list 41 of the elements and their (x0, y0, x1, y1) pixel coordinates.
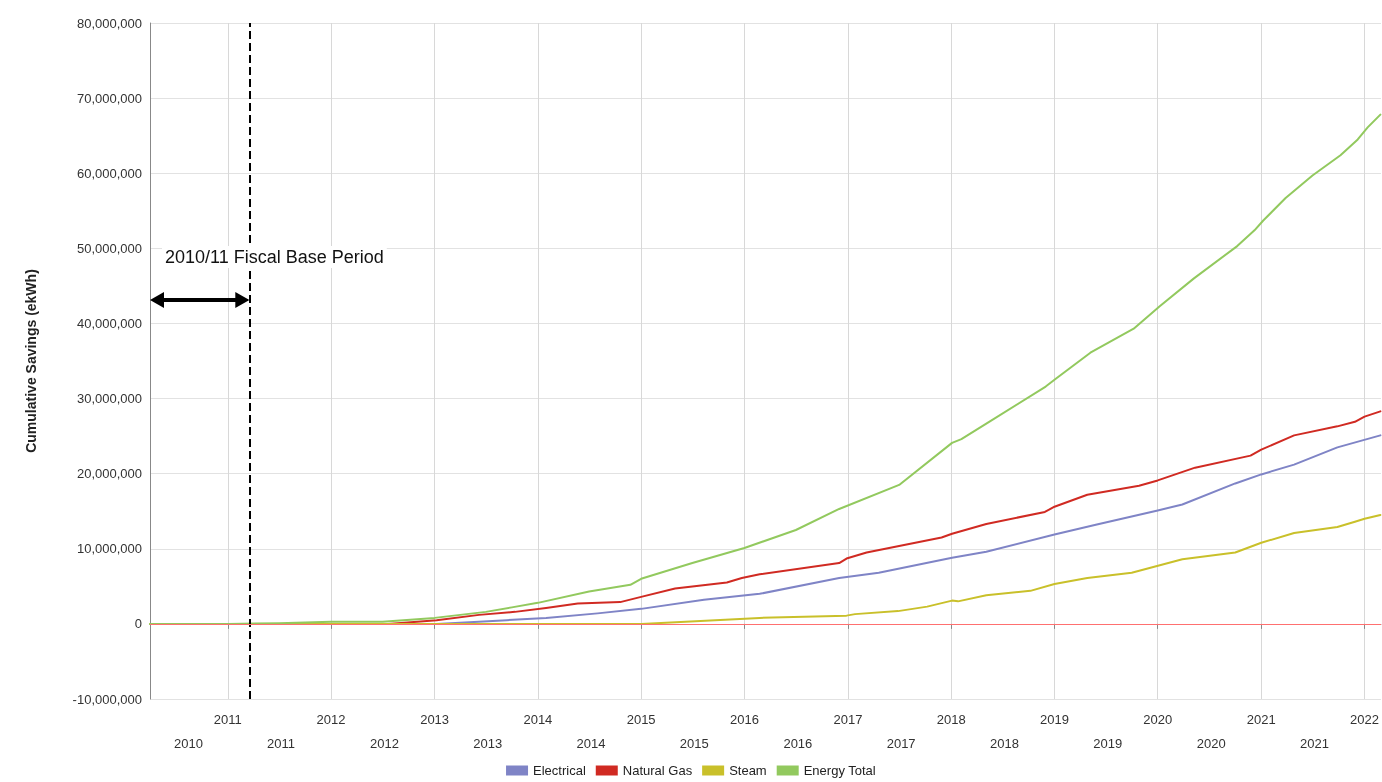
x-tick-label: 2012 (316, 712, 346, 727)
y-axis-title: Cumulative Savings (ekWh) (23, 269, 39, 453)
x2-tick-label: 2012 (370, 736, 399, 751)
x2-tick-label: 2016 (783, 736, 813, 751)
legend-label: Steam (729, 763, 767, 778)
legend-label: Energy Total (803, 763, 876, 778)
x2-tick-label: 2015 (679, 736, 709, 751)
legend-label: Natural Gas (622, 763, 693, 778)
annotation: 2010/11 Fiscal Base Period (165, 247, 384, 268)
x2-tick-label: 2021 (1300, 736, 1329, 751)
x-tick-label: 2011 (213, 712, 242, 727)
x2-tick-label: 2010 (174, 736, 203, 751)
x2-tick-label: 2011 (267, 736, 295, 751)
y-tick-label: 30,000,000 (76, 391, 142, 407)
x-tick-label: 2021 (1246, 712, 1276, 727)
x2-tick-label: 2013 (473, 736, 503, 751)
y-tick-label: 70,000,000 (76, 90, 142, 106)
x-tick-label: 2014 (523, 712, 553, 727)
x-tick-label: 2019 (1040, 712, 1069, 727)
y-tick-label: 10,000,000 (76, 541, 142, 557)
x-tick-label: 2020 (1143, 712, 1173, 727)
x-tick-label: 2017 (833, 712, 863, 727)
line-series (149, 113, 1382, 625)
x2-tick-label: 2020 (1196, 736, 1226, 751)
y-tick-label: 50,000,000 (76, 240, 142, 256)
x-tick-label: 2022 (1350, 712, 1379, 727)
x-tick-label: 2013 (420, 712, 450, 727)
x-tick-label: 2016 (729, 712, 759, 727)
x2-tick-label: 2017 (886, 736, 916, 751)
legend-label: Electrical (533, 763, 586, 778)
x2-tick-label: 2018 (989, 736, 1019, 751)
x2-tick-label: 2019 (1093, 736, 1123, 751)
y-tick-label: 40,000,000 (76, 315, 142, 331)
x2-tick-label: 2014 (576, 736, 606, 751)
y-tick-label: 60,000,000 (76, 165, 142, 181)
y-tick-label: 80,000,000 (76, 15, 142, 31)
y-tick-label: 0 (134, 616, 142, 632)
y-tick-label: -10,000,000 (72, 691, 142, 707)
x-tick-label: 2015 (626, 712, 656, 727)
x-tick-label: 2018 (936, 712, 966, 727)
y-tick-label: 20,000,000 (76, 466, 142, 482)
